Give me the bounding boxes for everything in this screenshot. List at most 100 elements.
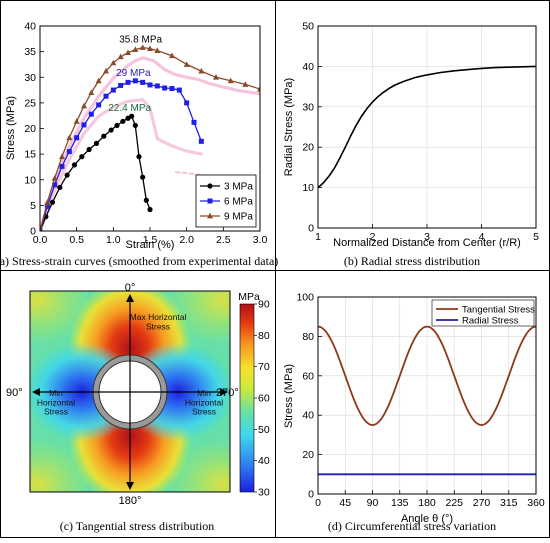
- data-point: [81, 102, 87, 109]
- data-point: [93, 140, 100, 146]
- data-point: [101, 133, 107, 139]
- colorbar-tick-label: 50: [258, 424, 270, 436]
- legend-label: Radial Stress: [462, 316, 519, 327]
- data-point: [257, 85, 260, 92]
- panel-d-xtick-label: 180: [418, 497, 436, 509]
- data-point: [125, 49, 131, 56]
- data-point: [66, 149, 72, 155]
- panel-a-legend: 3 MPa 6 MPa 9 MPa: [195, 174, 257, 228]
- data-point: [162, 85, 168, 91]
- panel-a-series: [40, 44, 260, 231]
- background-curve: [40, 98, 203, 231]
- panel-a-annotations: 35.8 MPa 29 MPa 22.4 MPa: [108, 35, 162, 115]
- panel-d-circumferential: 0 45 90 135 180 225 270 315 360 0 20 40 60 80 100 Angl…: [283, 292, 545, 534]
- data-point: [79, 154, 85, 160]
- colorbar-tick-label: 30: [258, 487, 270, 499]
- data-point: [117, 53, 124, 60]
- panel-c-tangential-map: 0° 180° 90° 270° Max Horizontal Stress Min…: [6, 282, 270, 533]
- panel-d-xtick-label: 315: [500, 497, 518, 509]
- panel-a-xtick-label: 3.0: [253, 234, 268, 246]
- data-point: [103, 93, 109, 99]
- panel-b-ylabel: Radial Stress (MPa): [283, 78, 295, 176]
- panel-d-xlabel: Angle θ (°): [401, 513, 453, 525]
- data-point: [51, 175, 58, 181]
- panel-a-ytick-label: 25: [24, 97, 36, 109]
- panel-d-ytick-label: 100: [296, 292, 314, 304]
- legend-label: 6 MPa: [224, 197, 253, 208]
- panel-b-xtick-label: 1: [315, 231, 321, 243]
- data-point: [154, 83, 160, 89]
- panel-d-xtick-label: 225: [445, 497, 463, 509]
- data-point: [118, 82, 124, 88]
- data-point: [49, 199, 56, 205]
- data-point: [136, 154, 142, 160]
- data-point: [132, 46, 139, 52]
- panel-b-ytick-label: 10: [302, 182, 314, 194]
- colorbar-ticks: 30 40 50 60 70 80 90: [254, 299, 270, 499]
- colorbar-tick-label: 40: [258, 455, 270, 467]
- panel-a-stress-strain: 0.0 0.5 1.0 1.5 2.0 2.5 3.0 0 5 10 15 20 25 30 35 40 35…: [0, 21, 278, 269]
- data-point: [88, 89, 95, 96]
- data-point: [143, 197, 149, 203]
- panel-d-ytick-label: 80: [302, 331, 314, 343]
- data-point: [176, 87, 182, 93]
- data-point: [147, 206, 153, 213]
- panel-b-caption: (b) Radial stress distribution: [344, 254, 480, 268]
- colorbar-tick-label: 80: [258, 330, 270, 342]
- label-0deg: 0°: [125, 282, 136, 294]
- data-point: [147, 82, 153, 88]
- panel-d-ytick-label: 40: [302, 410, 314, 422]
- data-point: [40, 228, 43, 231]
- peak-annotation: 22.4 MPa: [108, 103, 151, 114]
- panel-c-stress-labels: Max Horizontal Stress Min Horizontal Stress M…: [37, 312, 223, 417]
- stress-region-label: Min Horizontal Stress: [185, 388, 223, 417]
- panel-d-ytick-label: 20: [302, 449, 314, 461]
- label-180deg: 180°: [119, 495, 142, 507]
- colorbar: [239, 303, 255, 493]
- data-point: [73, 118, 80, 124]
- label-90deg: 90°: [6, 387, 23, 399]
- panel-b-ytick-label: 50: [302, 21, 314, 33]
- panel-d-xtick-label: 90: [367, 497, 379, 509]
- arrow-head-bottom: [126, 482, 134, 490]
- panel-b-xtick-label: 4: [479, 231, 485, 243]
- data-point: [110, 59, 117, 66]
- data-point: [108, 127, 114, 133]
- panel-a-ytick-label: 20: [24, 123, 36, 135]
- data-point: [213, 74, 219, 80]
- panel-a-xtick-label: 1.0: [106, 234, 121, 246]
- data-point: [132, 78, 138, 84]
- panel-c-frame: [29, 290, 231, 493]
- peak-annotation: 35.8 MPa: [119, 35, 162, 46]
- data-point: [132, 122, 138, 129]
- data-point: [44, 203, 50, 209]
- panel-d-xtick-label: 45: [339, 497, 351, 509]
- panel-d-ticks: 0 45 90 135 180 225 270 315 360 0 20 40 60 80 100: [296, 292, 544, 510]
- data-point: [140, 174, 146, 180]
- panel-a-ytick-label: 10: [24, 174, 36, 186]
- data-point: [88, 111, 94, 117]
- data-point: [59, 163, 65, 169]
- peak-annotation: 29 MPa: [116, 68, 151, 79]
- panel-b-xlabel: Normalized Distance from Center (r/R): [333, 237, 521, 249]
- legend-marker: [207, 198, 213, 204]
- panel-a-ylabel: Stress (MPa): [5, 96, 17, 160]
- panel-a-xtick-label: 0.0: [33, 234, 48, 246]
- tangential-stress-line: [317, 325, 537, 427]
- data-point: [44, 199, 51, 205]
- panel-b-ytick-label: 40: [302, 61, 314, 73]
- data-point: [184, 100, 190, 106]
- panel-b-series: [317, 65, 537, 189]
- data-point: [198, 138, 204, 144]
- data-point: [125, 79, 131, 85]
- panel-b-xtick-label: 2: [370, 231, 376, 243]
- panel-a-ytick-label: 15: [24, 149, 36, 161]
- panel-d-xtick-label: 360: [527, 497, 545, 509]
- data-point: [140, 79, 146, 85]
- data-point: [227, 77, 234, 84]
- colorbar-tick-label: 90: [258, 299, 270, 311]
- data-point: [86, 146, 92, 153]
